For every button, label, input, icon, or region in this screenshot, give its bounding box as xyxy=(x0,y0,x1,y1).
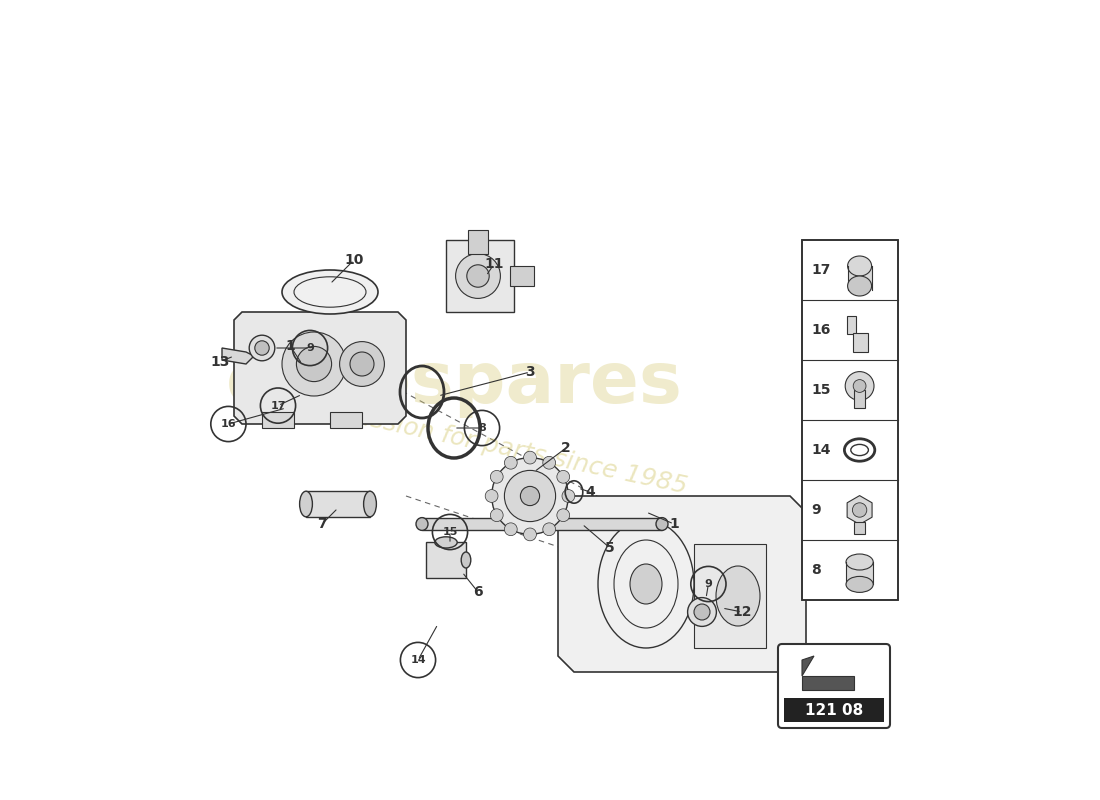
Text: 16: 16 xyxy=(221,419,236,429)
Text: a passion for parts since 1985: a passion for parts since 1985 xyxy=(315,397,690,499)
Polygon shape xyxy=(847,495,872,525)
Text: 13: 13 xyxy=(211,354,230,369)
Ellipse shape xyxy=(461,552,471,568)
Text: 14: 14 xyxy=(410,655,426,665)
Text: 8: 8 xyxy=(812,563,822,577)
Bar xyxy=(426,542,466,578)
Bar xyxy=(446,240,514,312)
Ellipse shape xyxy=(846,576,873,592)
Bar xyxy=(846,562,873,584)
Bar xyxy=(510,266,534,286)
Bar xyxy=(802,676,854,690)
Text: eurospares: eurospares xyxy=(226,350,682,418)
Bar xyxy=(783,698,884,722)
Circle shape xyxy=(491,470,503,483)
Circle shape xyxy=(520,486,540,506)
Circle shape xyxy=(557,470,570,483)
Text: 3: 3 xyxy=(525,365,535,379)
Circle shape xyxy=(505,470,556,522)
Circle shape xyxy=(455,254,500,298)
PathPatch shape xyxy=(802,656,814,676)
Circle shape xyxy=(492,458,569,534)
Ellipse shape xyxy=(299,491,312,517)
Text: 12: 12 xyxy=(733,605,751,619)
Text: 17: 17 xyxy=(812,263,830,277)
Text: 17: 17 xyxy=(271,401,286,410)
Circle shape xyxy=(350,352,374,376)
Circle shape xyxy=(485,490,498,502)
PathPatch shape xyxy=(234,312,406,424)
Circle shape xyxy=(282,332,346,396)
Text: 11: 11 xyxy=(484,257,504,271)
Circle shape xyxy=(340,342,384,386)
Text: 1: 1 xyxy=(285,338,295,353)
Circle shape xyxy=(542,456,556,469)
Bar xyxy=(469,230,487,254)
Circle shape xyxy=(557,509,570,522)
Circle shape xyxy=(845,372,875,401)
Circle shape xyxy=(466,265,490,287)
Bar xyxy=(854,522,866,534)
Text: 4: 4 xyxy=(585,485,595,499)
Ellipse shape xyxy=(716,566,760,626)
Text: 15: 15 xyxy=(442,527,458,537)
Circle shape xyxy=(852,502,867,517)
Bar xyxy=(854,390,866,408)
Bar xyxy=(306,491,370,517)
Bar xyxy=(694,544,766,648)
Circle shape xyxy=(296,346,331,382)
Circle shape xyxy=(562,490,575,502)
Ellipse shape xyxy=(282,270,378,314)
Ellipse shape xyxy=(848,276,871,296)
Ellipse shape xyxy=(364,491,376,517)
Text: 6: 6 xyxy=(473,585,483,599)
Text: 15: 15 xyxy=(812,383,832,397)
Text: 7: 7 xyxy=(317,517,327,531)
Bar xyxy=(848,266,871,290)
Ellipse shape xyxy=(656,518,668,530)
Text: 5: 5 xyxy=(605,541,615,555)
Bar xyxy=(802,240,898,600)
Bar xyxy=(854,334,868,353)
Text: 16: 16 xyxy=(812,323,830,337)
PathPatch shape xyxy=(558,496,806,672)
Ellipse shape xyxy=(434,537,458,548)
Circle shape xyxy=(491,509,503,522)
Bar xyxy=(262,412,294,428)
Text: 14: 14 xyxy=(812,443,832,457)
Ellipse shape xyxy=(416,518,428,530)
Circle shape xyxy=(854,380,866,393)
Circle shape xyxy=(524,528,537,541)
Circle shape xyxy=(250,335,275,361)
Ellipse shape xyxy=(630,564,662,604)
Bar xyxy=(330,412,362,428)
Text: 9: 9 xyxy=(704,579,713,589)
Circle shape xyxy=(688,598,716,626)
Circle shape xyxy=(255,341,270,355)
Circle shape xyxy=(694,604,710,620)
Text: 9: 9 xyxy=(812,503,822,517)
Circle shape xyxy=(524,451,537,464)
Bar xyxy=(422,518,662,530)
Text: 9: 9 xyxy=(306,343,313,353)
Text: 2: 2 xyxy=(561,441,571,455)
PathPatch shape xyxy=(222,348,254,364)
Ellipse shape xyxy=(848,256,871,276)
Text: 1: 1 xyxy=(669,517,679,531)
FancyBboxPatch shape xyxy=(778,644,890,728)
Circle shape xyxy=(505,523,517,536)
Bar xyxy=(802,240,898,600)
Circle shape xyxy=(505,456,517,469)
Ellipse shape xyxy=(846,554,873,570)
Text: 10: 10 xyxy=(344,253,364,267)
Bar xyxy=(847,317,857,334)
Circle shape xyxy=(542,523,556,536)
Text: 8: 8 xyxy=(478,423,486,433)
Text: 121 08: 121 08 xyxy=(805,703,864,718)
